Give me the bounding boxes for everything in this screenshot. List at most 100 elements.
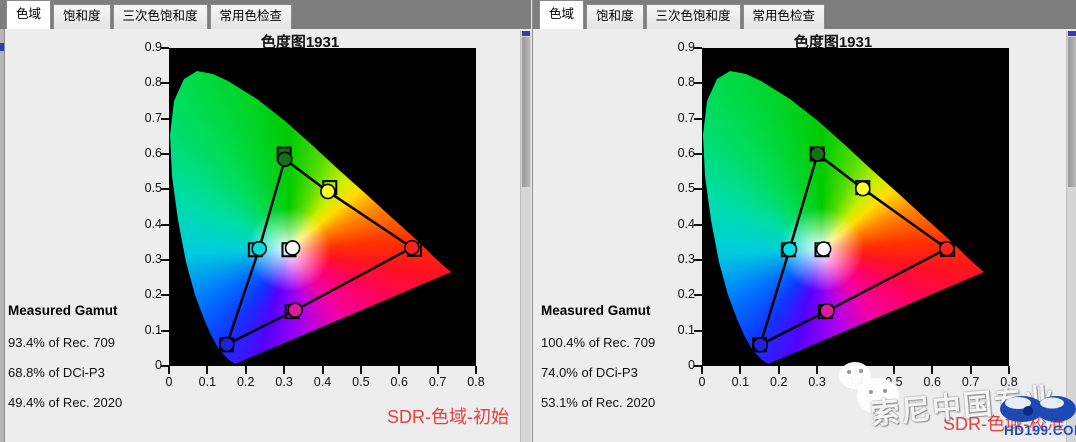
yellow-measured-circle [854, 180, 871, 197]
x-tick-mark [321, 366, 324, 374]
x-tick-label: 0.4 [313, 375, 332, 389]
y-tick-mark [694, 153, 702, 155]
measured-gamut-heading: Measured Gamut [8, 303, 118, 318]
y-tick-mark [161, 365, 169, 367]
x-tick-label: 0.3 [275, 375, 293, 389]
y-tick-label: 0.9 [144, 40, 162, 54]
cie-plot-area [702, 48, 1009, 366]
x-tick-label: 0.8 [1000, 375, 1018, 389]
magenta-measured-circle [287, 302, 304, 318]
y-tick-label: 0.1 [144, 322, 162, 337]
x-tick-label: 0.5 [352, 375, 370, 389]
y-tick-label: 0.6 [144, 146, 162, 160]
green-measured-circle [809, 146, 826, 162]
y-tick-label: 0.7 [144, 110, 162, 125]
tab-bar: 色域 饱和度 三次色饱和度 常用色检查 [0, 0, 531, 29]
panel-initial: 色域 饱和度 三次色饱和度 常用色检查 色度图1931 Measured Gam… [0, 0, 531, 442]
white-measured-circle [815, 241, 832, 257]
y-tick-label: 0.4 [144, 216, 162, 231]
x-tick-mark [1008, 366, 1010, 374]
tab-tertiary-saturation[interactable]: 三次色饱和度 [645, 4, 741, 29]
red-measured-circle [404, 239, 420, 256]
tab-saturation[interactable]: 饱和度 [586, 4, 644, 29]
y-tick-label: 0.5 [677, 181, 695, 196]
tab-common-color-check[interactable]: 常用色检查 [209, 4, 293, 29]
x-tick-label: 0.6 [923, 375, 941, 389]
x-tick-label: 0.2 [237, 375, 255, 389]
red-measured-circle [939, 240, 955, 257]
scrollbar[interactable] [520, 31, 531, 442]
y-tick-label: 0.2 [144, 287, 162, 302]
y-tick-mark [694, 223, 702, 226]
hd199-site-text: HD199.COM [1004, 423, 1076, 438]
blue-measured-circle [752, 336, 769, 353]
cyan-measured-circle [781, 241, 798, 258]
gamut-rec2020-line: 49.4% of Rec. 2020 [8, 395, 123, 410]
y-tick-mark [161, 259, 169, 261]
y-tick-label: 0.6 [677, 146, 695, 160]
scrollbar[interactable] [1066, 31, 1076, 442]
gamut-rec709-line: 100.4% of Rec. 709 [541, 335, 656, 350]
wechat-icon [833, 360, 907, 422]
y-tick-mark [694, 82, 702, 85]
x-tick-mark [777, 366, 780, 374]
tab-saturation[interactable]: 饱和度 [53, 4, 111, 29]
x-tick-mark [168, 366, 170, 374]
cyan-measured-circle [251, 240, 267, 257]
measured-gamut-block: Measured Gamut 100.4% of Rec. 709 74.0% … [541, 303, 699, 418]
x-tick-mark [206, 366, 209, 374]
scrollbar-cap [1068, 31, 1076, 36]
measured-gamut-heading: Measured Gamut [541, 303, 651, 318]
tab-gamut[interactable]: 色域 [6, 0, 52, 29]
measured-gamut-block: Measured Gamut 93.4% of Rec. 709 68.8% o… [8, 303, 166, 418]
edge-notch [0, 43, 4, 51]
x-tick-mark [436, 366, 439, 374]
x-tick-mark [969, 366, 972, 374]
scrollbar-thumb[interactable] [522, 37, 530, 187]
y-tick-mark [694, 329, 702, 332]
y-tick-label: 0.7 [677, 110, 695, 125]
gamut-markers-layer [752, 146, 956, 353]
scrollbar-thumb[interactable] [1068, 37, 1076, 187]
tab-gamut[interactable]: 色域 [539, 0, 585, 29]
x-tick-label: 0.1 [198, 375, 217, 389]
y-tick-mark [161, 329, 169, 332]
x-tick-mark [359, 366, 362, 374]
y-tick-mark [161, 188, 169, 191]
x-tick-label: 0.7 [428, 375, 447, 389]
magenta-measured-circle [819, 303, 835, 319]
yellow-measured-circle [320, 183, 336, 200]
x-tick-mark [398, 366, 401, 374]
x-tick-mark [816, 366, 819, 374]
y-tick-label: 0 [688, 358, 695, 372]
x-tick-label: 0.6 [390, 375, 408, 389]
y-tick-mark [694, 259, 702, 261]
x-tick-mark [283, 366, 286, 374]
y-tick-mark [161, 117, 169, 120]
y-tick-mark [161, 294, 169, 297]
x-tick-mark [244, 366, 247, 374]
x-tick-mark [475, 366, 477, 374]
y-tick-label: 0.3 [677, 252, 695, 266]
x-tick-mark [701, 366, 703, 374]
hd199-logo-icon [998, 394, 1076, 429]
y-tick-label: 0.9 [677, 40, 695, 54]
x-tick-mark [739, 366, 742, 374]
x-tick-label: 0.3 [808, 375, 826, 389]
gamut-dcip3-line: 68.8% of DCi-P3 [8, 365, 105, 380]
y-tick-label: 0.5 [144, 181, 162, 196]
window-edge-strip [0, 29, 5, 442]
white-measured-circle [284, 240, 301, 256]
tab-tertiary-saturation[interactable]: 三次色饱和度 [112, 4, 208, 29]
y-tick-mark [161, 223, 169, 226]
panel-calibrated: 色域 饱和度 三次色饱和度 常用色检查 色度图1931 Measured Gam… [532, 0, 1076, 442]
chart-title: 色度图1931 [793, 34, 873, 51]
tab-common-color-check[interactable]: 常用色检查 [742, 4, 826, 29]
y-tick-label: 0.3 [144, 252, 162, 266]
tab-bar: 色域 饱和度 三次色饱和度 常用色检查 [533, 0, 1076, 29]
x-tick-label: 0 [698, 375, 706, 389]
y-tick-mark [161, 82, 169, 85]
scrollbar-cap [522, 31, 530, 36]
green-measured-circle [277, 151, 293, 168]
x-tick-label: 0.8 [467, 375, 485, 389]
